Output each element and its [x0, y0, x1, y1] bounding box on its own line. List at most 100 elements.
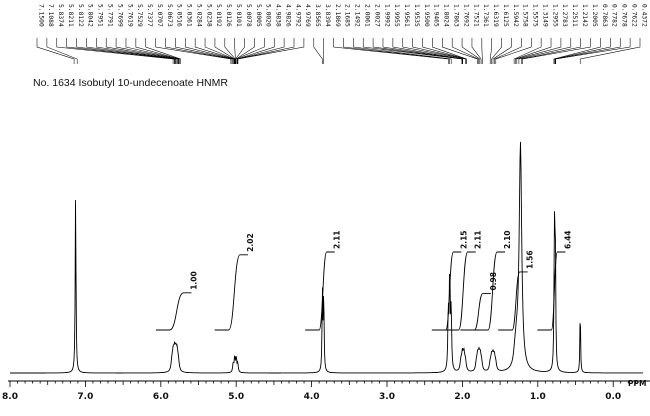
integral-curve: 2.10: [474, 230, 512, 331]
peak-leader-line: [235, 38, 255, 64]
peak-marker: 5.8042: [86, 4, 176, 64]
peak-label: 1.7361: [482, 4, 489, 27]
peak-marker: 5.0020: [235, 4, 272, 64]
peak-leader-line: [555, 38, 631, 64]
peak-label: 1.8024: [443, 4, 450, 27]
peak-label: 1.9992: [383, 4, 390, 27]
peak-leader-line: [451, 38, 479, 64]
peak-label: 5.0126: [225, 4, 232, 27]
peak-leader-line: [515, 38, 552, 64]
peak-leader-line: [56, 38, 174, 64]
peak-marker: 5.7377: [145, 4, 181, 64]
peak-leader-line: [125, 38, 180, 64]
peak-label: 0.4372: [640, 4, 647, 27]
peak-leader-line: [237, 38, 295, 64]
peak-label: 5.7619: [126, 4, 133, 27]
peak-label: 1.9535: [413, 4, 420, 27]
peak-marker: 3.8565: [313, 4, 323, 64]
peak-marker: 4.9769: [237, 4, 311, 64]
peak-leader-line: [313, 38, 323, 64]
peak-leader-line: [471, 38, 482, 64]
peak-label: 1.5942: [512, 4, 519, 27]
peak-marker: 5.0192: [214, 4, 236, 64]
peak-label: 1.7863: [452, 4, 459, 27]
peak-leader-line: [204, 38, 235, 64]
peak-label: 5.8042: [87, 4, 94, 27]
integral-trace: [155, 292, 192, 331]
peak-leader-line: [489, 38, 492, 64]
peak-leader-line: [115, 38, 179, 64]
peak-leader-line: [442, 38, 478, 64]
peak-marker: 0.7678: [555, 4, 628, 64]
peak-leader-line: [579, 38, 641, 64]
peak-label: 1.3149: [541, 4, 548, 27]
peak-marker: 1.2783: [516, 4, 568, 64]
peak-label: 5.8211: [67, 4, 74, 27]
peak-label: 1.9465: [433, 4, 440, 27]
peak-leader-line: [432, 38, 467, 64]
peak-label: 1.7521: [472, 4, 479, 27]
peak-marker: 1.8024: [442, 4, 478, 64]
peak-leader-line: [491, 38, 502, 64]
x-axis-unit-label: PPM: [628, 379, 646, 388]
peak-marker: 7.1088: [46, 4, 78, 64]
peak-marker: 2.1492: [353, 4, 452, 64]
integral-trace: [305, 251, 335, 331]
integral-label: 2.11: [333, 230, 342, 249]
peak-leader-line: [372, 38, 463, 64]
peak-label: 1.2142: [581, 4, 588, 27]
peak-label: 1.2005: [591, 4, 598, 27]
peak-label: 4.9792: [294, 4, 301, 27]
peak-marker: 0.7622: [555, 4, 637, 64]
peak-label: 1.2783: [561, 4, 568, 27]
integral-trace: [444, 251, 476, 331]
peak-marker: 2.0027: [372, 4, 463, 64]
peak-marker: 5.0673: [165, 4, 232, 64]
peak-label: 0.7863: [601, 4, 608, 27]
integral-label: 6.44: [563, 230, 572, 249]
peak-marker: 4.9826: [237, 4, 291, 64]
peak-label: 1.2955: [551, 4, 558, 27]
peak-leader-line: [522, 38, 591, 64]
peak-label: 1.9955: [393, 4, 400, 27]
integral-curve: 1.56: [498, 250, 535, 331]
peak-label: 5.7951: [97, 4, 104, 27]
integral-label: 2.10: [503, 230, 512, 249]
peak-marker: 3.8394: [323, 4, 331, 64]
peak-marker: 1.5758: [494, 4, 529, 64]
peak-marker: 2.1869: [333, 4, 449, 64]
x-tick-label: 6.0: [153, 392, 169, 402]
peak-label: 3.8565: [314, 4, 321, 27]
integral-label: 2.15: [459, 230, 468, 249]
peak-marker: 1.9955: [392, 4, 463, 64]
peak-label: 1.9561: [403, 4, 410, 27]
peak-label: 5.0707: [156, 4, 163, 27]
peak-marker: 1.2142: [521, 4, 588, 64]
peak-marker: 5.0078: [235, 4, 252, 64]
x-tick-label: 2.0: [454, 392, 470, 402]
peak-marker: 1.7692: [461, 4, 481, 64]
peak-leader-line: [362, 38, 463, 64]
peak-label: 5.0101: [235, 4, 242, 27]
peak-marker: 5.0126: [224, 4, 236, 64]
peak-label-layer: 7.1500 7.1088 5.8374 5.8211 5.8122 5.8042 5.79…: [36, 4, 647, 64]
peak-leader-line: [518, 38, 572, 64]
peak-label: 0.7622: [630, 4, 637, 27]
integral-curve: 6.44: [537, 230, 572, 331]
peak-label: 2.1869: [334, 4, 341, 27]
peak-marker: 1.2005: [522, 4, 598, 64]
peak-leader-line: [105, 38, 178, 64]
peak-leader-line: [495, 38, 532, 64]
x-tick-label: 4.0: [304, 392, 320, 402]
peak-label: 5.0020: [265, 4, 272, 27]
peak-label: 0.7782: [611, 4, 618, 27]
peak-leader-line: [237, 38, 305, 64]
peak-marker: 1.5942: [492, 4, 519, 64]
peak-label: 7.1500: [37, 4, 44, 27]
peak-label: 1.9500: [423, 4, 430, 27]
integral-trace: [460, 293, 491, 331]
peak-leader-line: [492, 38, 512, 64]
peak-label: 3.8394: [324, 4, 331, 27]
peak-label: 5.7699: [116, 4, 123, 27]
peak-leader-line: [46, 38, 78, 64]
